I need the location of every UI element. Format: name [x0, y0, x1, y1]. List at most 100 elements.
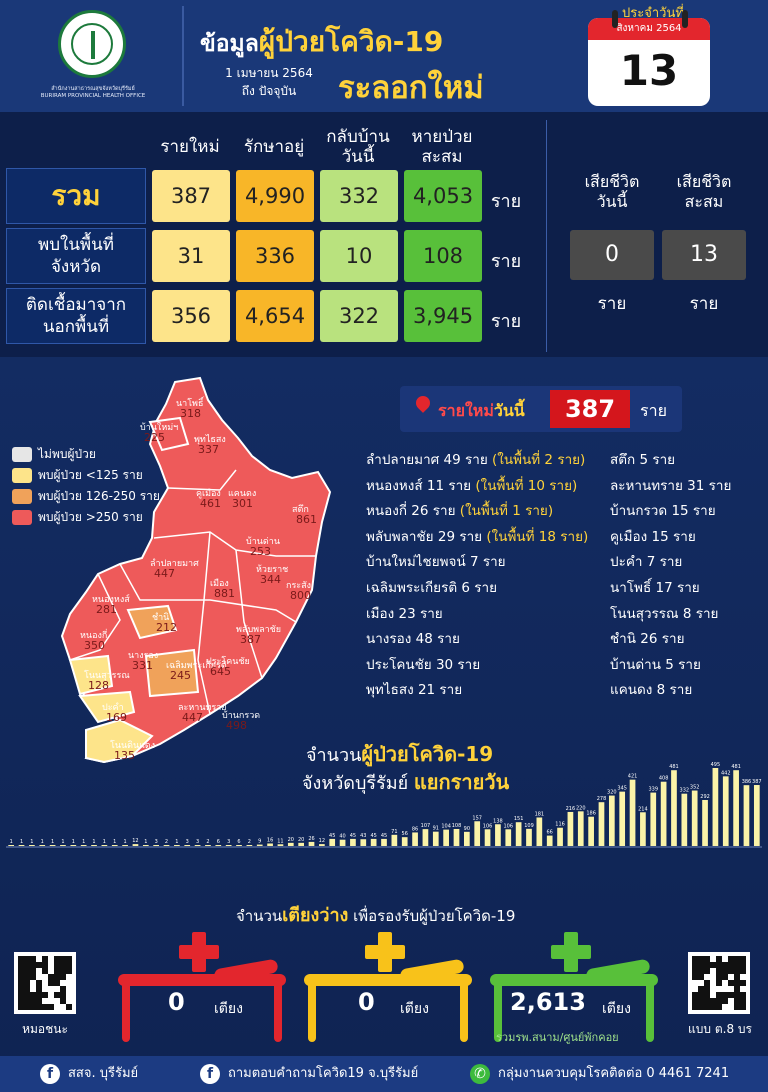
chart-data-label: 1: [61, 839, 64, 845]
chart-bar: [640, 812, 646, 846]
row-header-local: พบในพื้นที่ จังหวัด: [6, 228, 146, 284]
org-logo-block: สำนักงานสาธารณสุขจังหวัดบุรีรัมย์ BURIRA…: [8, 6, 178, 106]
row-header-imported: ติดเชื้อมาจาก นอกพื้นที่: [6, 288, 146, 344]
chart-bar: [18, 845, 25, 846]
chart-data-label: 3: [227, 839, 230, 845]
chart-bar: [474, 821, 481, 846]
chart-bar: [619, 791, 626, 846]
chart-data-label: 3: [186, 839, 189, 845]
chart-bar: [536, 817, 543, 846]
map-district-name: โนนสุวรรณ: [84, 671, 130, 681]
chart-data-label: 345: [617, 786, 627, 792]
bed-unit: เตียง: [400, 1001, 429, 1017]
bed-unit: เตียง: [602, 1001, 631, 1017]
chart-data-label: 495: [711, 762, 721, 768]
cell-imported-recovered: 3,945: [404, 290, 482, 342]
chart-data-label: 408: [659, 776, 669, 782]
map-district-name: เมือง: [210, 579, 229, 589]
deaths-total-label: เสียชีวิต สะสม: [676, 172, 732, 211]
map-district-name: นางรอง: [128, 651, 159, 661]
chart-data-label: 3: [196, 839, 199, 845]
chart-bar: [391, 834, 398, 846]
footer-facebook-2[interactable]: f ถามตอบคำถามโควิด19 จ.บุรีรัมย์: [200, 1064, 418, 1084]
chart-bar: [453, 828, 460, 846]
bed-green: 2,613 เตียง: [490, 930, 658, 1042]
chart-bar: [495, 824, 501, 846]
chart-bar: [743, 785, 750, 846]
district-item: แคนดง 8 ราย: [610, 682, 693, 699]
unit-label: ราย: [490, 251, 522, 272]
chart-bar: [484, 829, 491, 846]
chart-data-label: 108: [452, 823, 462, 829]
beds-subnote: รวมรพ.สนาม/ศูนย์พักคอย: [496, 1031, 619, 1044]
chart-bar: [712, 768, 719, 846]
cell-local-recovered: 108: [404, 230, 482, 282]
line-chat-icon: ✆: [470, 1064, 490, 1084]
map-district-name: ห้วยราช: [256, 565, 289, 575]
chart-bar: [339, 839, 346, 846]
chart-bar: [205, 845, 211, 846]
map-district-value: 387: [240, 633, 261, 646]
chart-data-label: 481: [669, 764, 679, 770]
map-district-value: 318: [180, 407, 201, 420]
chart-data-label: 116: [555, 822, 565, 828]
cell-total-discharged: 332: [320, 170, 398, 222]
footer-line[interactable]: ✆ กลุ่มงานควบคุมโรคติดต่อ 0 4461 7241: [470, 1064, 729, 1084]
chart-data-label: 86: [412, 826, 418, 832]
district-item: ปะคำ 7 ราย: [610, 554, 683, 571]
map-shapes: [60, 376, 332, 764]
map-district-name: บ้านด่าน: [246, 537, 280, 547]
district-item: ประโคนชัย 30 ราย: [366, 656, 481, 673]
org-name: สำนักงานสาธารณสุขจังหวัดบุรีรัมย์ BURIRA…: [40, 86, 146, 99]
chart-data-label: 45: [381, 833, 387, 839]
district-item: บ้านด่าน 5 ราย: [610, 656, 701, 673]
facebook-icon: f: [40, 1064, 60, 1084]
map-district-value: 645: [210, 665, 231, 678]
chart-bar: [132, 844, 139, 846]
chart-bar: [629, 779, 636, 846]
chart-data-label: 1: [41, 839, 44, 845]
chart-bar: [49, 845, 56, 846]
chart-bar: [60, 845, 66, 846]
location-pin-icon: [413, 393, 433, 413]
chart-data-label: 71: [391, 829, 397, 835]
qr-left-label: หมอชนะ: [22, 1022, 68, 1036]
chart-bar: [163, 845, 170, 846]
chart-bar: [70, 845, 77, 846]
map-district-name: ละหานทราย: [178, 703, 227, 713]
chart-title-line-2: จังหวัดบุรีรัมย์ แยกรายวัน: [302, 770, 510, 794]
chart-data-label: 386: [742, 779, 752, 785]
chart-bar: [215, 845, 222, 846]
qr-code-icon[interactable]: [688, 952, 750, 1014]
qr-code-icon[interactable]: [14, 952, 76, 1014]
chart-data-label: 320: [607, 790, 617, 796]
map-district-name: ปะคำ: [102, 703, 124, 713]
chart-data-label: 1: [144, 839, 147, 845]
new-today-label: รายใหม่วันนี้: [438, 401, 525, 420]
cell-total-treating: 4,990: [236, 170, 314, 222]
chart-bar: [184, 845, 191, 846]
district-item: บ้านกรวด 15 ราย: [610, 503, 716, 520]
map-district-name: หนองหงส์: [92, 595, 130, 605]
map-district-value: 344: [260, 573, 281, 586]
chart-data-label: 214: [638, 806, 648, 812]
bed-yellow: 0 เตียง: [304, 930, 472, 1042]
district-item: นางรอง 48 ราย: [366, 631, 460, 648]
chart-bar: [39, 845, 46, 846]
chart-data-label: 43: [360, 833, 366, 839]
footer-facebook-1[interactable]: f สสจ. บุรีรัมย์: [40, 1064, 138, 1084]
map-district-name: แคนดง: [228, 489, 257, 499]
divider: [546, 120, 547, 352]
chart-bar: [246, 845, 253, 846]
chart-data-label: 1: [103, 839, 106, 845]
chart-data-label: 6: [237, 839, 240, 845]
district-item: หนองกี่ 26 ราย (ในพื้นที่ 1 ราย): [366, 503, 554, 520]
chart-data-label: 66: [547, 830, 553, 836]
map-district-value: 337: [198, 443, 219, 456]
chart-bar: [225, 845, 232, 846]
chart-bar: [691, 790, 698, 846]
qr-right-label: แบบ ต.8 บร: [688, 1022, 752, 1036]
chart-bar: [174, 845, 180, 846]
legend-item-mid: พบผู้ป่วย 126-250 ราย: [12, 486, 160, 507]
chart-data-label: 1: [82, 839, 85, 845]
